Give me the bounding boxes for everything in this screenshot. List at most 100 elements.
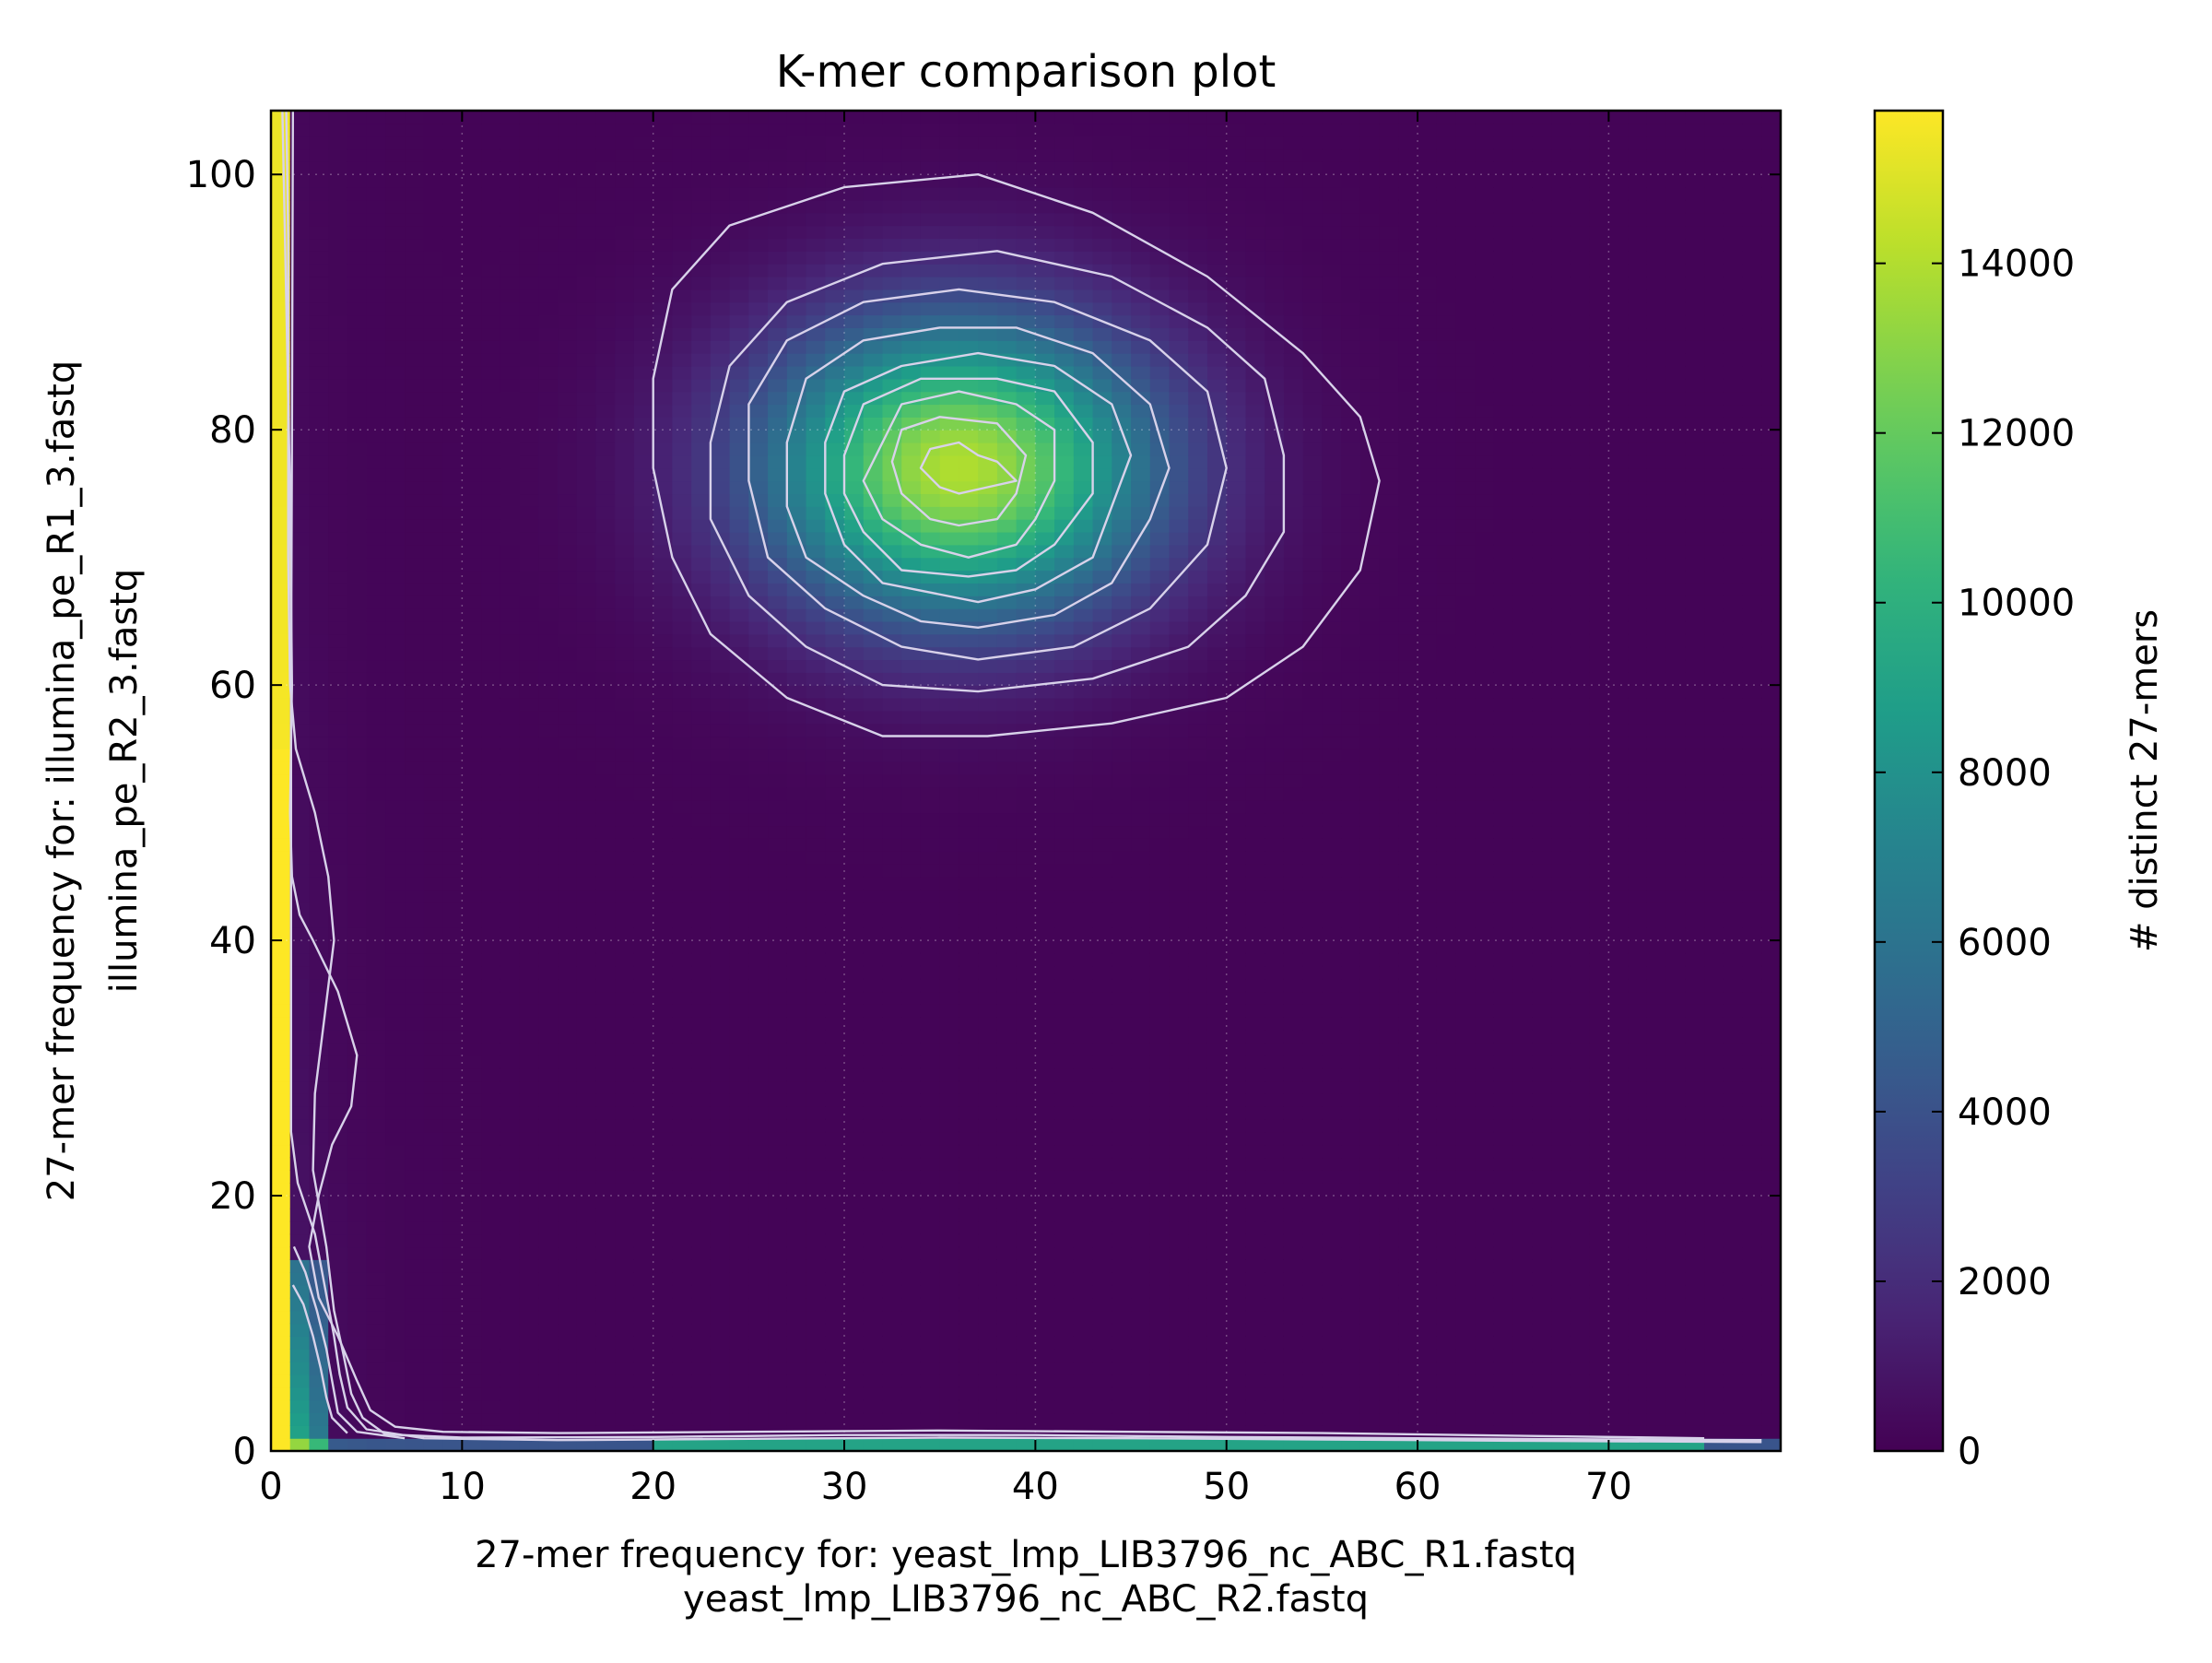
heatmap-cell bbox=[271, 965, 291, 980]
heatmap-cell bbox=[519, 1131, 539, 1146]
heatmap-cell bbox=[405, 1093, 425, 1107]
heatmap-cell bbox=[309, 123, 329, 137]
heatmap-cell bbox=[901, 889, 922, 903]
heatmap-cell bbox=[653, 123, 674, 137]
heatmap-cell bbox=[710, 1336, 731, 1350]
heatmap-cell bbox=[481, 710, 501, 725]
heatmap-cell bbox=[1073, 1183, 1094, 1197]
heatmap-cell bbox=[1131, 1004, 1151, 1018]
heatmap-cell bbox=[863, 646, 884, 661]
heatmap-cell bbox=[1112, 264, 1132, 277]
heatmap-cell bbox=[271, 1017, 291, 1031]
heatmap-cell bbox=[901, 710, 922, 725]
heatmap-cell bbox=[633, 1196, 654, 1209]
heatmap-cell bbox=[1092, 161, 1112, 175]
heatmap-cell bbox=[672, 404, 692, 418]
heatmap-cell bbox=[959, 225, 979, 240]
heatmap-cell bbox=[729, 1106, 749, 1120]
heatmap-cell bbox=[806, 749, 826, 762]
heatmap-cell bbox=[1054, 1221, 1075, 1235]
heatmap-cell bbox=[1131, 417, 1151, 430]
heatmap-cell bbox=[1035, 736, 1055, 749]
heatmap-cell bbox=[710, 1412, 731, 1426]
heatmap-cell bbox=[1035, 1336, 1055, 1350]
heatmap-cell bbox=[462, 876, 482, 890]
heatmap-cell bbox=[442, 417, 463, 430]
heatmap-cell bbox=[1035, 327, 1055, 341]
heatmap-cell bbox=[1169, 927, 1189, 941]
heatmap-cell bbox=[309, 1118, 329, 1133]
heatmap-cell bbox=[1035, 1412, 1055, 1426]
heatmap-cell bbox=[825, 1080, 845, 1094]
heatmap-cell bbox=[633, 940, 654, 954]
heatmap-cell bbox=[289, 761, 311, 775]
heatmap-cell bbox=[309, 697, 329, 712]
heatmap-cell bbox=[844, 1080, 865, 1094]
heatmap-cell bbox=[519, 480, 539, 495]
heatmap-cell bbox=[825, 774, 845, 788]
heatmap-cell bbox=[978, 1297, 998, 1312]
heatmap-cell bbox=[825, 327, 845, 341]
heatmap-cell bbox=[672, 864, 692, 878]
heatmap-cell bbox=[1169, 1412, 1189, 1426]
heatmap-cell bbox=[1112, 774, 1132, 788]
heatmap-cell bbox=[271, 480, 291, 495]
heatmap-cell bbox=[366, 774, 386, 788]
heatmap-cell bbox=[576, 1042, 597, 1056]
heatmap-cell bbox=[576, 1349, 597, 1362]
heatmap-cell bbox=[882, 1004, 902, 1018]
heatmap-cell bbox=[519, 519, 539, 533]
heatmap-cell bbox=[385, 301, 406, 316]
heatmap-cell bbox=[576, 774, 597, 788]
heatmap-cell bbox=[672, 710, 692, 725]
heatmap-cell bbox=[939, 633, 960, 648]
heatmap-cell bbox=[423, 736, 444, 749]
heatmap-cell bbox=[1035, 902, 1055, 915]
heatmap-cell bbox=[691, 289, 712, 303]
heatmap-cell bbox=[481, 914, 501, 928]
heatmap-cell bbox=[710, 952, 731, 967]
heatmap-cell bbox=[672, 519, 692, 533]
heatmap-cell bbox=[385, 927, 406, 941]
heatmap-cell bbox=[1169, 825, 1189, 839]
heatmap-cell bbox=[882, 786, 902, 801]
heatmap-cell bbox=[615, 238, 635, 252]
heatmap-cell bbox=[996, 327, 1018, 341]
heatmap-cell bbox=[825, 1196, 845, 1209]
heatmap-cell bbox=[519, 991, 539, 1005]
heatmap-cell bbox=[653, 404, 674, 418]
heatmap-cell bbox=[309, 111, 329, 124]
heatmap-cell bbox=[863, 1233, 884, 1248]
heatmap-cell bbox=[996, 1017, 1018, 1031]
heatmap-cell bbox=[405, 1183, 425, 1197]
heatmap-cell bbox=[423, 1106, 444, 1120]
heatmap-cell bbox=[1131, 646, 1151, 661]
heatmap-cell bbox=[920, 1233, 941, 1248]
heatmap-cell bbox=[748, 1131, 769, 1146]
heatmap-cell bbox=[710, 314, 731, 329]
heatmap-cell bbox=[558, 1259, 578, 1273]
heatmap-cell bbox=[595, 314, 616, 329]
heatmap-cell bbox=[442, 864, 463, 878]
heatmap-cell bbox=[1149, 723, 1171, 737]
heatmap-cell bbox=[633, 506, 654, 520]
heatmap-cell bbox=[558, 1183, 578, 1197]
heatmap-cell bbox=[710, 493, 731, 507]
heatmap-cell bbox=[672, 1144, 692, 1159]
heatmap-cell bbox=[920, 1208, 941, 1222]
heatmap-cell bbox=[538, 991, 559, 1005]
heatmap-cell bbox=[1016, 1221, 1036, 1235]
heatmap-cell bbox=[691, 454, 712, 469]
heatmap-cell bbox=[1169, 1144, 1189, 1159]
heatmap-cell bbox=[1016, 199, 1036, 214]
heatmap-cell bbox=[729, 685, 749, 699]
heatmap-cell bbox=[748, 1310, 769, 1325]
heatmap-cell bbox=[672, 978, 692, 993]
heatmap-cell bbox=[309, 710, 329, 725]
heatmap-cell bbox=[825, 442, 845, 456]
heatmap-cell bbox=[481, 1055, 501, 1069]
heatmap-cell bbox=[653, 187, 674, 201]
heatmap-cell bbox=[558, 301, 578, 316]
heatmap-cell bbox=[806, 1259, 826, 1273]
heatmap-cell bbox=[1016, 761, 1036, 775]
